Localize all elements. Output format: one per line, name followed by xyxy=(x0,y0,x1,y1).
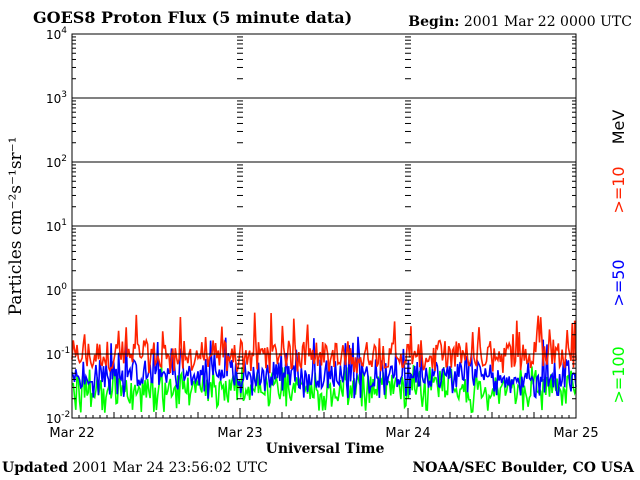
credit-line: NOAA/SEC Boulder, CO USA xyxy=(412,460,635,476)
begin-time: Begin: 2001 Mar 22 0000 UTC xyxy=(408,14,632,30)
y-tick-label: 10-1 xyxy=(46,346,70,362)
y-tick-label: 100 xyxy=(46,282,67,298)
x-tick-label: Mar 22 xyxy=(49,426,94,441)
y-tick-label: 102 xyxy=(46,154,67,170)
chart-title: GOES8 Proton Flux (5 minute data) xyxy=(33,8,353,27)
updated-value: 2001 Mar 24 23:56:02 UTC xyxy=(72,460,268,476)
y-tick-label: 101 xyxy=(46,218,67,234)
x-tick-label: Mar 25 xyxy=(553,426,598,441)
series-line-3 xyxy=(71,364,577,414)
legend-entry: >=50 xyxy=(609,259,628,306)
legend-entry: >=10 xyxy=(609,166,628,213)
y-tick-label: 103 xyxy=(46,90,67,106)
begin-label: Begin: xyxy=(408,14,460,30)
y-tick-label: 10-2 xyxy=(46,410,70,426)
x-tick-label: Mar 23 xyxy=(217,426,262,441)
y-tick-label: 104 xyxy=(46,26,67,42)
series-line-2 xyxy=(71,336,577,400)
x-tick-label: Mar 24 xyxy=(385,426,430,441)
updated-label: Updated xyxy=(2,460,69,476)
series-line-1 xyxy=(71,312,577,374)
axis-layer: 10-2 10-1 100 101 102 103 104 Mar 22 Mar 23 Mar 2… xyxy=(46,26,599,441)
begin-value: 2001 Mar 22 0000 UTC xyxy=(463,14,632,30)
x-axis-label: Universal Time xyxy=(266,441,385,457)
legend-entry: >=100 xyxy=(609,346,628,403)
y-axis-label: Particles cm⁻²s⁻¹sr⁻¹ xyxy=(6,137,26,316)
legend: MeV >=10 >=50 >=100 xyxy=(609,110,628,404)
series-layer xyxy=(71,312,577,414)
legend-entry: MeV xyxy=(609,110,628,145)
updated-time: Updated 2001 Mar 24 23:56:02 UTC xyxy=(2,460,268,476)
grid-layer xyxy=(72,36,576,400)
